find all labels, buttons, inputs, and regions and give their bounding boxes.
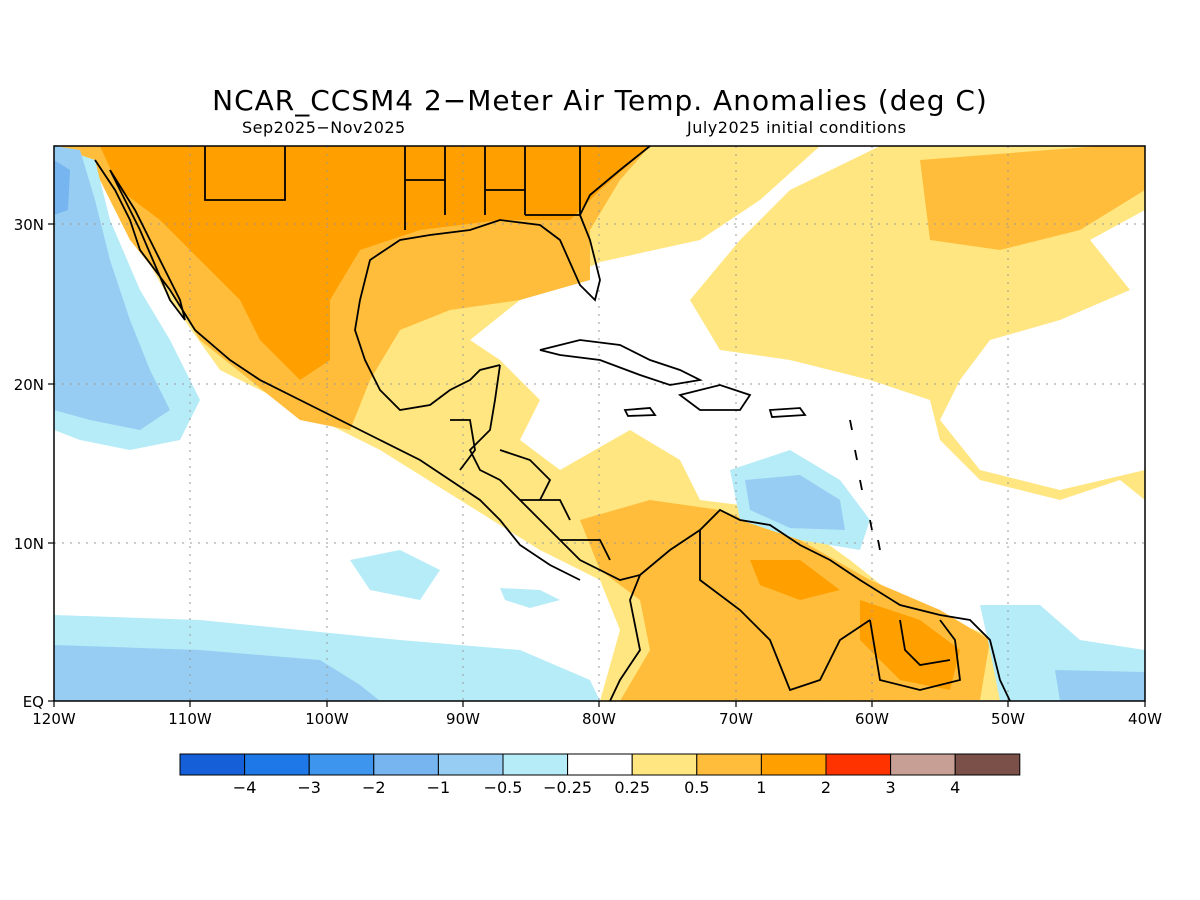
colorbar-swatch — [567, 753, 633, 776]
colorbar-swatch — [696, 753, 762, 776]
colorbar-label: 2 — [821, 778, 831, 797]
forecast-period: Sep2025−Nov2025 — [242, 118, 406, 137]
lat-label: EQ — [23, 693, 44, 711]
lat-label: 30N — [14, 216, 44, 234]
colorbar-swatch — [179, 753, 246, 776]
anomaly-region — [54, 146, 170, 430]
lon-label: 50W — [991, 710, 1025, 728]
colorbar-label: 1 — [756, 778, 766, 797]
lon-label: 90W — [446, 710, 480, 728]
colorbar-swatch — [308, 753, 375, 776]
colorbar-swatch — [244, 753, 310, 776]
colorbar-label: −3 — [297, 778, 321, 797]
colorbar-swatch — [760, 753, 827, 776]
initial-conditions: July2025 initial conditions — [687, 118, 907, 137]
anomaly-region — [745, 475, 845, 530]
colorbar-label: −0.25 — [543, 778, 592, 797]
lon-label: 70W — [719, 710, 753, 728]
colorbar-label: −2 — [362, 778, 386, 797]
lat-label: 10N — [14, 535, 44, 553]
anomaly-region — [1055, 670, 1145, 701]
anomaly-field — [54, 146, 1145, 701]
colorbar-swatch — [890, 753, 956, 776]
anomaly-region — [54, 645, 380, 701]
colorbar-label: −0.5 — [484, 778, 523, 797]
lon-label: 110W — [168, 710, 212, 728]
map-title: NCAR_CCSM4 2−Meter Air Temp. Anomalies (… — [212, 84, 988, 117]
colorbar-label: 3 — [886, 778, 896, 797]
lat-label: 20N — [14, 376, 44, 394]
colorbar-label: −1 — [427, 778, 451, 797]
anomaly-region — [54, 160, 70, 215]
lon-label: 100W — [305, 710, 349, 728]
colorbar-swatch — [825, 753, 892, 776]
colorbar-label: 4 — [950, 778, 960, 797]
colorbar-label: 0.25 — [614, 778, 650, 797]
colorbar: −4 −3 −2 −1 −0.5 −0.25 0.25 0.5 1 2 3 4 — [179, 753, 1021, 797]
colorbar-swatch — [437, 753, 504, 776]
colorbar-swatch — [502, 753, 569, 776]
anomaly-region — [860, 600, 960, 690]
lon-label: 40W — [1128, 710, 1162, 728]
colorbar-swatch — [954, 753, 1021, 776]
anomaly-region — [750, 560, 840, 600]
anomaly-region — [500, 588, 560, 608]
anomaly-region — [100, 146, 650, 380]
colorbar-swatch — [631, 753, 698, 776]
coastlines — [94, 146, 1011, 701]
colorbar-swatch — [373, 753, 439, 776]
colorbar-label: −4 — [233, 778, 257, 797]
lon-label: 120W — [32, 710, 76, 728]
colorbar-label: 0.5 — [684, 778, 709, 797]
lon-label: 80W — [582, 710, 616, 728]
anomaly-region — [920, 146, 1145, 250]
lon-label: 60W — [855, 710, 889, 728]
anomaly-region — [350, 550, 440, 600]
